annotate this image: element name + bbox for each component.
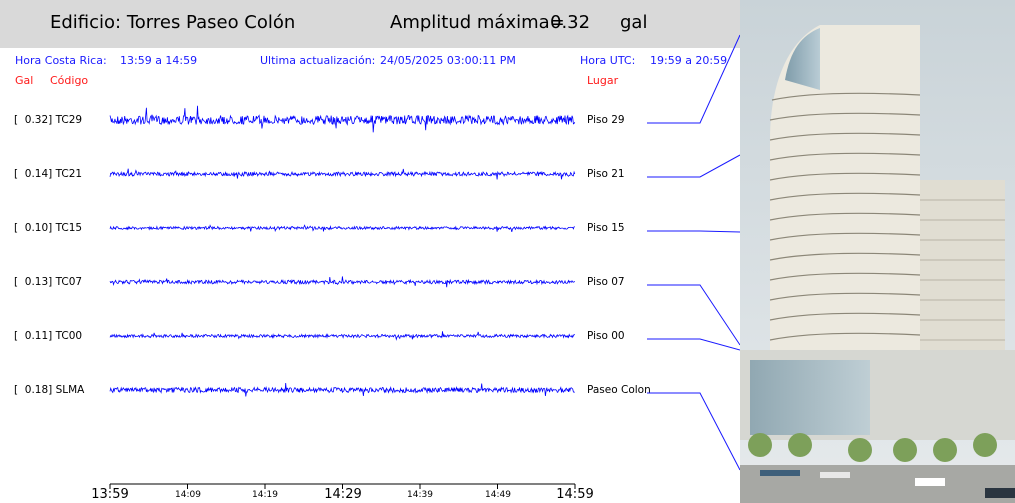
building-title: Edificio: Torres Paseo Colón [50, 12, 296, 33]
time-tick-label: 14:49 [485, 490, 511, 500]
leader-line-1 [647, 34, 740, 124]
waveform-traces [109, 105, 576, 397]
column-header-code: Código [50, 74, 89, 87]
waveform-trace-4 [109, 276, 576, 288]
cr-time-range: 13:59 a 14:59 [120, 54, 198, 67]
time-tick-label: 13:59 [91, 487, 129, 502]
time-axis-ticks [109, 484, 576, 489]
header-bar: Edificio: Torres Paseo Colón Amplitud má… [0, 0, 740, 48]
channel-label-tc29: [ 0.32] TC29 [14, 114, 83, 126]
update-label: Ultima actualización: [260, 54, 376, 67]
time-tick-label: 14:19 [252, 490, 278, 500]
glass-crown [785, 28, 820, 90]
location-label-piso-00: Piso 00 [587, 330, 625, 342]
cr-time-label: Hora Costa Rica: [15, 54, 107, 67]
channel-label-tc21: [ 0.14] TC21 [14, 168, 83, 180]
waveform-trace-2 [109, 168, 576, 180]
channel-label-slma: [ 0.18] SLMA [14, 384, 85, 396]
waveform-trace-5 [109, 331, 575, 341]
channel-label-tc15: [ 0.10] TC15 [14, 222, 83, 234]
building-photo [740, 0, 1015, 503]
column-header-gal: Gal [15, 74, 34, 87]
max-amplitude-unit: gal [620, 12, 648, 33]
location-label-paseo-colon: Paseo Colon [587, 384, 651, 396]
column-header-place: Lugar [587, 74, 619, 87]
location-label-piso-21: Piso 21 [587, 168, 625, 180]
location-label-piso-15: Piso 15 [587, 222, 625, 234]
max-amplitude-label: Amplitud máxima= [390, 12, 565, 33]
podium-glass [750, 360, 870, 435]
leader-line-5 [647, 338, 740, 351]
waveform-plot [109, 34, 740, 489]
update-value: 24/05/2025 03:00:11 PM [380, 54, 516, 67]
location-leader-lines [647, 34, 740, 471]
max-amplitude-value: 0.32 [550, 12, 591, 33]
channel-label-tc07: [ 0.13] TC07 [14, 276, 83, 288]
utc-time-range: 19:59 a 20:59 [650, 54, 728, 67]
leader-line-6 [647, 392, 740, 471]
channel-label-tc00: [ 0.11] TC00 [14, 330, 83, 342]
time-tick-label: 14:59 [556, 487, 594, 502]
utc-time-label: Hora UTC: [580, 54, 636, 67]
time-tick-label: 14:09 [175, 490, 201, 500]
leader-line-4 [647, 284, 740, 346]
leader-line-3 [647, 230, 740, 233]
time-tick-label: 14:39 [407, 490, 433, 500]
waveform-trace-1 [109, 105, 576, 133]
leader-line-2 [647, 154, 740, 178]
location-label-piso-07: Piso 07 [587, 276, 625, 288]
waveform-trace-3 [109, 224, 575, 233]
time-tick-label: 14:29 [324, 487, 362, 502]
waveform-trace-6 [109, 382, 575, 397]
location-label-piso-29: Piso 29 [587, 114, 625, 126]
main-tower [770, 25, 920, 350]
